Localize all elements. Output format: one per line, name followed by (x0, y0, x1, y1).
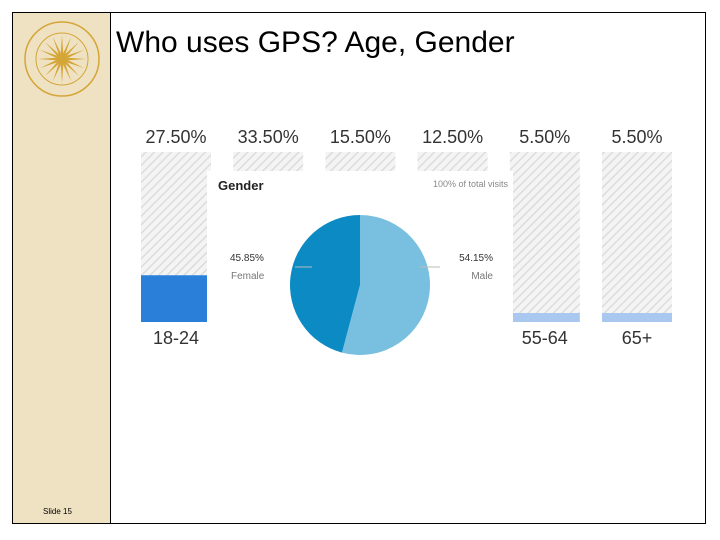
seal-ray-icon (66, 60, 85, 69)
bar (141, 275, 211, 322)
pie-label-male: Male (471, 271, 493, 282)
pie-label-female: Female (231, 271, 265, 282)
seal-ray-icon (45, 42, 59, 56)
pie-value-female: 45.85% (230, 253, 264, 264)
bar-value-label: 27.50% (145, 127, 206, 147)
pie-value-male: 54.15% (459, 253, 493, 264)
gender-subtitle: 100% of total visits (433, 179, 509, 189)
seal-ray-icon (39, 49, 58, 58)
gender-panel: Gender 100% of total visits 45.85% Female… (207, 171, 513, 364)
bar-category-label: 55-64 (522, 328, 568, 348)
slide-title: Who uses GPS? Age, Gender (116, 26, 515, 59)
bar-category-label: 18-24 (153, 328, 199, 348)
bar-track (509, 152, 580, 322)
seal-ray-icon (45, 62, 59, 76)
pie-slice-male (341, 215, 430, 355)
sidebar: Slide 15 (13, 13, 111, 523)
bar-track (602, 152, 672, 322)
state-seal-logo (24, 21, 100, 97)
seal-ray-icon (39, 60, 58, 69)
bar (602, 313, 672, 322)
gender-title: Gender (218, 178, 264, 193)
seal-ray-icon (67, 57, 86, 61)
seal-ray-icon (60, 64, 64, 83)
seal-ray-icon (52, 63, 61, 82)
pie-slice-female (289, 215, 360, 353)
bar-value-label: 12.50% (422, 127, 483, 147)
slide-number: Slide 15 (43, 507, 72, 516)
seal-ray-icon (66, 49, 85, 58)
bar-value-label: 15.50% (330, 127, 391, 147)
seal-ray-icon (63, 63, 72, 82)
seal-ray-icon (63, 36, 72, 55)
bar-category-label: 65+ (622, 328, 653, 348)
seal-ray-icon (60, 35, 64, 54)
seal-ray-icon (52, 36, 61, 55)
bar-value-label: 5.50% (519, 127, 570, 147)
bar (509, 313, 580, 322)
bar-value-label: 5.50% (611, 127, 662, 147)
seal-ray-icon (38, 57, 57, 61)
seal-ray-icon (65, 62, 79, 76)
bar-value-label: 33.50% (238, 127, 299, 147)
seal-ray-icon (65, 42, 79, 56)
slide-frame: Slide 15 (12, 12, 706, 524)
